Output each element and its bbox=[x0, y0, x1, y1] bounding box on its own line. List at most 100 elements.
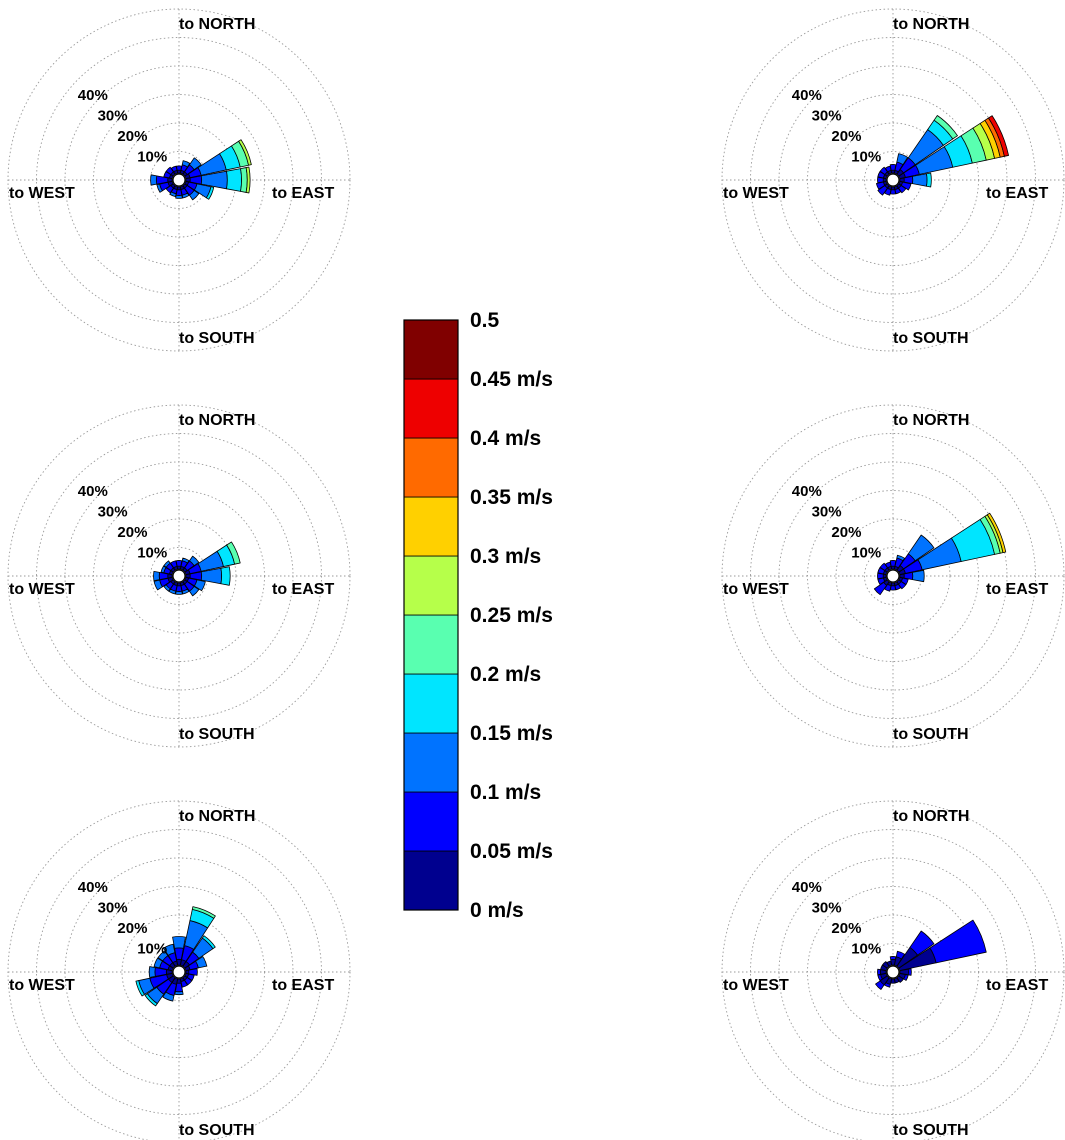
label-west: to WEST bbox=[9, 977, 75, 994]
rose-petal-segment bbox=[877, 968, 881, 976]
rose-petal-segment bbox=[877, 572, 884, 580]
rose-petal-segment bbox=[896, 153, 909, 165]
ring-label: 20% bbox=[831, 524, 861, 541]
calm-center bbox=[886, 173, 900, 187]
ring-label: 30% bbox=[98, 504, 128, 521]
label-west: to WEST bbox=[723, 581, 789, 598]
ring-label: 30% bbox=[98, 900, 128, 917]
ring-label: 20% bbox=[117, 920, 147, 937]
rose-petal-segment bbox=[898, 581, 907, 590]
rose-petal-segment bbox=[988, 115, 1009, 157]
rose-petal-segment bbox=[174, 991, 184, 996]
colorbar-label: 0.3 m/s bbox=[470, 545, 541, 568]
calm-center bbox=[886, 965, 900, 979]
label-south: to SOUTH bbox=[893, 1122, 969, 1139]
rose-petal-segment bbox=[900, 181, 912, 191]
rose-petal-segment bbox=[889, 560, 897, 567]
rose-petal-segment bbox=[986, 512, 1007, 554]
ring-label: 20% bbox=[831, 128, 861, 145]
rose-petal-segment bbox=[877, 974, 883, 981]
calm-center bbox=[886, 569, 900, 583]
wind-rose-6: 10% 20% 30% 40% to NORTH to SOUTH to EAST to WE… bbox=[721, 800, 1065, 1140]
colorbar-swatch bbox=[403, 437, 459, 498]
rose-petal-segment bbox=[144, 993, 158, 1007]
rose-petal-segment bbox=[162, 991, 175, 1002]
rose-petal-segment bbox=[245, 166, 251, 194]
ring-label: 40% bbox=[792, 87, 822, 104]
label-west: to WEST bbox=[723, 185, 789, 202]
rose-petal-segment bbox=[889, 956, 897, 960]
ring-label: 10% bbox=[851, 545, 881, 562]
wind-rose-3: 10% 20% 30% 40% to NORTH to SOUTH to EAST to WE… bbox=[7, 404, 351, 748]
rose-petal-segment bbox=[884, 187, 892, 196]
rose-petal-segment bbox=[163, 171, 172, 179]
rose-petal-segment bbox=[169, 191, 177, 197]
ring-label: 10% bbox=[851, 941, 881, 958]
rose-petal-segment bbox=[240, 167, 248, 193]
rose-petal-segment bbox=[929, 919, 987, 964]
rose-petal-segment bbox=[903, 974, 909, 981]
label-west: to WEST bbox=[723, 977, 789, 994]
rose-petal-segment bbox=[157, 950, 169, 962]
rose-petals bbox=[875, 919, 987, 990]
rose-petal-segment bbox=[900, 577, 909, 585]
rose-petal-segment bbox=[884, 982, 891, 988]
ring-label: 10% bbox=[137, 149, 167, 166]
rose-petal-segment bbox=[926, 172, 932, 188]
rose-petal-segment bbox=[933, 115, 958, 140]
rose-petal-segment bbox=[172, 936, 186, 949]
colorbar-label: 0.5 bbox=[470, 309, 500, 332]
rose-petal-segment bbox=[895, 950, 905, 960]
rose-petal-segment bbox=[184, 977, 193, 986]
colorbar-label: 0.35 m/s bbox=[470, 486, 553, 509]
rose-petal-segment bbox=[180, 979, 188, 988]
rose-petal-segment bbox=[220, 566, 231, 586]
label-north: to NORTH bbox=[893, 16, 969, 33]
colorbar-label: 0.45 m/s bbox=[470, 368, 553, 391]
label-north: to NORTH bbox=[179, 16, 255, 33]
label-south: to SOUTH bbox=[179, 726, 255, 743]
rose-petal-segment bbox=[909, 930, 935, 956]
colorbar-label: 0.25 m/s bbox=[470, 604, 553, 627]
ring-label: 40% bbox=[78, 879, 108, 896]
rose-petal-segment bbox=[165, 185, 174, 194]
rose-petal-segment bbox=[898, 185, 907, 194]
rose-petal-segment bbox=[170, 560, 178, 569]
colorbar-label: 0.15 m/s bbox=[470, 722, 553, 745]
calm-center bbox=[172, 173, 186, 187]
rose-petal-segment bbox=[912, 569, 925, 583]
rose-petal-segment bbox=[153, 579, 163, 591]
rose-petals bbox=[153, 541, 241, 597]
colorbar-swatch bbox=[403, 791, 459, 852]
rose-petal-segment bbox=[896, 554, 905, 561]
ring-label: 30% bbox=[812, 108, 842, 125]
rose-petal-segment bbox=[188, 968, 198, 976]
label-east: to EAST bbox=[986, 581, 1048, 598]
calm-center bbox=[172, 569, 186, 583]
ring-label: 20% bbox=[831, 920, 861, 937]
colorbar-label: 0.05 m/s bbox=[470, 840, 553, 863]
label-west: to WEST bbox=[9, 581, 75, 598]
rose-petal-segment bbox=[205, 186, 215, 200]
label-south: to SOUTH bbox=[893, 330, 969, 347]
rose-petal-segment bbox=[877, 567, 886, 575]
rose-petal-segment bbox=[163, 560, 171, 568]
label-north: to NORTH bbox=[179, 412, 255, 429]
rose-petal-segment bbox=[201, 935, 216, 950]
rose-petal-segment bbox=[189, 190, 200, 201]
rose-petal-segment bbox=[896, 975, 904, 983]
wind-rose-1: 10% 20% 30% 40% to NORTH to SOUTH to EAST to WE… bbox=[7, 8, 351, 352]
ring-label: 20% bbox=[117, 524, 147, 541]
rose-petal-segment bbox=[873, 581, 888, 596]
ring-label: 10% bbox=[851, 149, 881, 166]
ring-label: 20% bbox=[117, 128, 147, 145]
rose-petal-segment bbox=[882, 961, 890, 969]
rose-petal-segment bbox=[877, 577, 886, 585]
ring-label: 30% bbox=[98, 108, 128, 125]
ring-label: 40% bbox=[792, 879, 822, 896]
rose-petal-segment bbox=[153, 570, 160, 582]
rose-petal-segment bbox=[165, 166, 174, 175]
colorbar-swatch bbox=[403, 319, 459, 380]
label-east: to EAST bbox=[986, 185, 1048, 202]
